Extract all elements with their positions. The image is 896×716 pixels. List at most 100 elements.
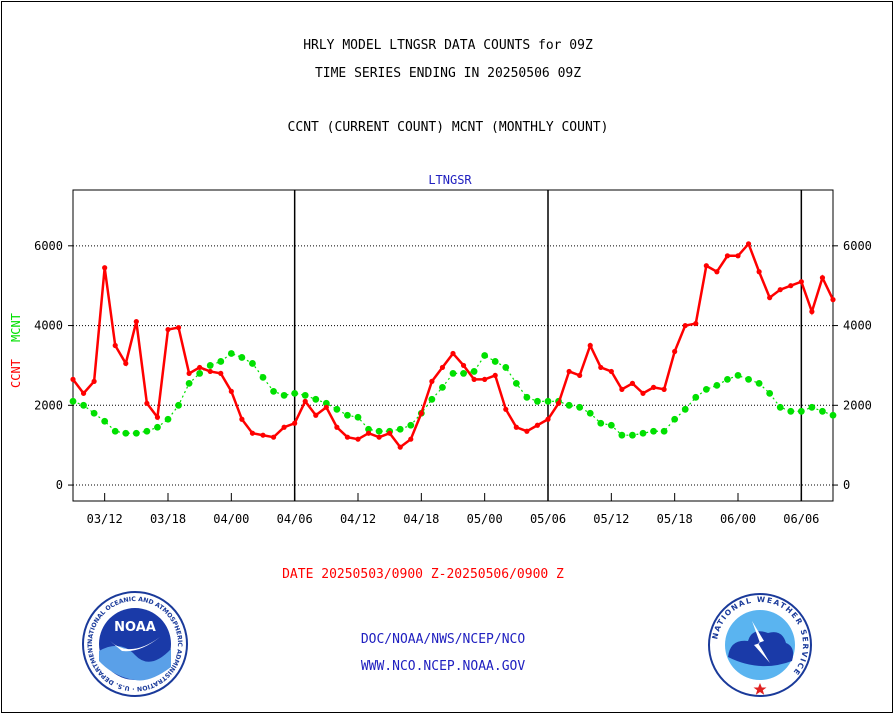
data-point-ccnt	[640, 390, 646, 396]
data-point-mcnt	[291, 389, 299, 397]
x-tick-label: 05/00	[467, 512, 503, 526]
data-point-ccnt	[112, 342, 118, 349]
data-point-mcnt	[766, 389, 774, 397]
data-point-mcnt	[301, 391, 309, 399]
data-point-ccnt	[650, 384, 657, 390]
data-point-ccnt	[302, 398, 308, 404]
data-point-ccnt	[524, 428, 530, 434]
data-point-mcnt	[819, 407, 826, 415]
data-point-ccnt	[334, 424, 340, 430]
data-point-mcnt	[122, 429, 130, 437]
data-point-ccnt	[471, 376, 477, 382]
data-point-ccnt	[566, 368, 572, 375]
x-tick-label: 06/00	[720, 512, 756, 526]
data-point-mcnt	[713, 381, 721, 389]
data-point-ccnt	[408, 436, 414, 442]
data-point-mcnt	[576, 403, 584, 411]
data-point-mcnt	[607, 421, 615, 429]
data-point-mcnt	[512, 379, 520, 387]
y-tick-label-left: 6000	[34, 239, 63, 253]
data-point-ccnt	[534, 422, 541, 428]
data-point-ccnt	[144, 400, 150, 406]
y-tick-label-right: 6000	[843, 239, 872, 253]
data-point-ccnt	[598, 364, 604, 371]
data-point-ccnt	[387, 430, 393, 436]
data-point-ccnt	[756, 269, 762, 275]
data-point-ccnt	[735, 253, 741, 259]
data-point-ccnt	[207, 368, 213, 375]
data-point-mcnt	[460, 370, 467, 377]
footer-date-range: DATE 20250503/0900 Z-20250506/0900 Z	[282, 567, 564, 582]
data-point-ccnt	[682, 322, 688, 329]
plot-area	[72, 189, 834, 502]
series-line-ccnt	[72, 241, 835, 449]
data-point-ccnt	[788, 283, 794, 289]
data-point-mcnt	[175, 401, 182, 409]
data-point-ccnt	[239, 416, 245, 422]
data-point-mcnt	[69, 397, 77, 405]
data-point-mcnt	[322, 399, 330, 407]
data-point-ccnt	[175, 324, 182, 331]
data-point-ccnt	[693, 320, 699, 327]
data-point-mcnt	[206, 362, 214, 369]
data-point-mcnt	[629, 431, 636, 439]
data-point-mcnt	[90, 409, 98, 417]
data-point-ccnt	[344, 434, 351, 440]
nws-logo[interactable]: NATIONAL WEATHER SERVICE	[706, 591, 814, 699]
x-tick-label: 04/18	[403, 512, 439, 526]
data-point-ccnt	[429, 378, 435, 384]
data-point-mcnt	[259, 373, 267, 381]
data-point-mcnt	[439, 383, 446, 391]
data-point-mcnt	[491, 358, 499, 365]
footer-url[interactable]: WWW.NCO.NCEP.NOAA.GOV	[360, 659, 526, 674]
data-point-mcnt	[365, 425, 372, 433]
y-tick-label-left: 2000	[34, 398, 63, 412]
data-point-ccnt	[745, 241, 752, 247]
data-point-ccnt	[513, 424, 519, 430]
data-point-mcnt	[808, 403, 816, 411]
data-point-mcnt	[502, 364, 510, 371]
data-point-mcnt	[407, 421, 415, 429]
data-point-ccnt	[439, 364, 446, 371]
data-point-mcnt	[196, 370, 204, 377]
data-point-mcnt	[565, 401, 573, 409]
data-point-ccnt	[186, 370, 192, 377]
data-point-mcnt	[143, 427, 151, 435]
data-point-ccnt	[260, 432, 266, 438]
data-point-ccnt	[608, 368, 614, 375]
data-point-ccnt	[292, 420, 298, 426]
noaa-logo-label: NOAA	[114, 620, 156, 635]
data-point-ccnt	[714, 269, 720, 275]
data-point-mcnt	[597, 419, 605, 427]
y-tick-label-right: 4000	[843, 319, 872, 333]
data-point-mcnt	[544, 397, 552, 405]
data-point-ccnt	[830, 297, 836, 303]
data-point-mcnt	[375, 427, 383, 435]
data-point-ccnt	[777, 287, 783, 293]
data-point-ccnt	[70, 376, 76, 382]
data-point-ccnt	[313, 412, 319, 418]
data-point-mcnt	[449, 370, 457, 377]
data-point-ccnt	[365, 430, 372, 436]
data-point-ccnt	[492, 372, 498, 379]
noaa-logo[interactable]: NOAA NATIONAL OCEANIC AND ATMOSPHERIC AD…	[80, 589, 190, 699]
data-point-mcnt	[470, 368, 478, 375]
x-tick-label: 03/12	[87, 512, 123, 526]
chart-header-line2: TIME SERIES ENDING IN 20250506 09Z	[314, 66, 582, 81]
data-point-mcnt	[111, 427, 119, 435]
x-tick-label: 05/06	[530, 512, 566, 526]
data-point-mcnt	[396, 425, 404, 433]
data-point-mcnt	[270, 387, 277, 395]
data-point-mcnt	[249, 360, 256, 367]
data-point-mcnt	[618, 431, 626, 439]
data-point-mcnt	[217, 358, 225, 365]
data-point-ccnt	[672, 348, 678, 355]
data-point-mcnt	[523, 393, 531, 401]
y-tick-label-right: 2000	[843, 398, 872, 412]
x-tick-label: 05/12	[593, 512, 629, 526]
data-point-mcnt	[681, 405, 689, 413]
data-point-ccnt	[376, 434, 382, 440]
x-tick-label: 05/18	[657, 512, 693, 526]
